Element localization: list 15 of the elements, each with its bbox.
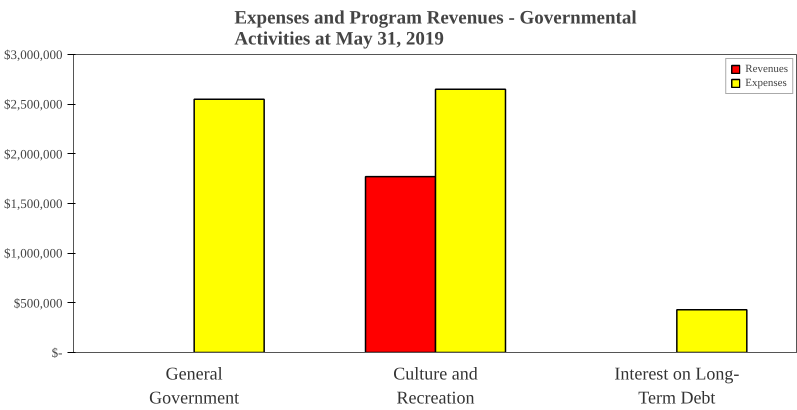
x-tick-label: Interest on Long-Term Debt xyxy=(614,364,740,408)
y-tick-label: $500,000 xyxy=(14,295,62,310)
legend-label: Expenses xyxy=(745,77,787,89)
bar xyxy=(676,309,748,352)
bar xyxy=(193,98,265,352)
y-tick-label: $2,500,000 xyxy=(4,96,62,112)
legend-label: Revenues xyxy=(745,63,788,75)
y-tick-label: $2,000,000 xyxy=(4,146,62,162)
y-tick-label: $1,000,000 xyxy=(4,246,62,261)
x-tick-label: General Government xyxy=(149,364,240,408)
y-tick-label: $3,000,000 xyxy=(4,47,62,62)
y-tick-label: $1,500,000 xyxy=(4,196,62,211)
x-tick-label: Culture and Recreation xyxy=(393,364,478,408)
chart-title: Expenses and Program Revenues - Governmental Activities at May 31, 2019 xyxy=(234,8,637,50)
y-tick-label: $- xyxy=(52,345,63,360)
